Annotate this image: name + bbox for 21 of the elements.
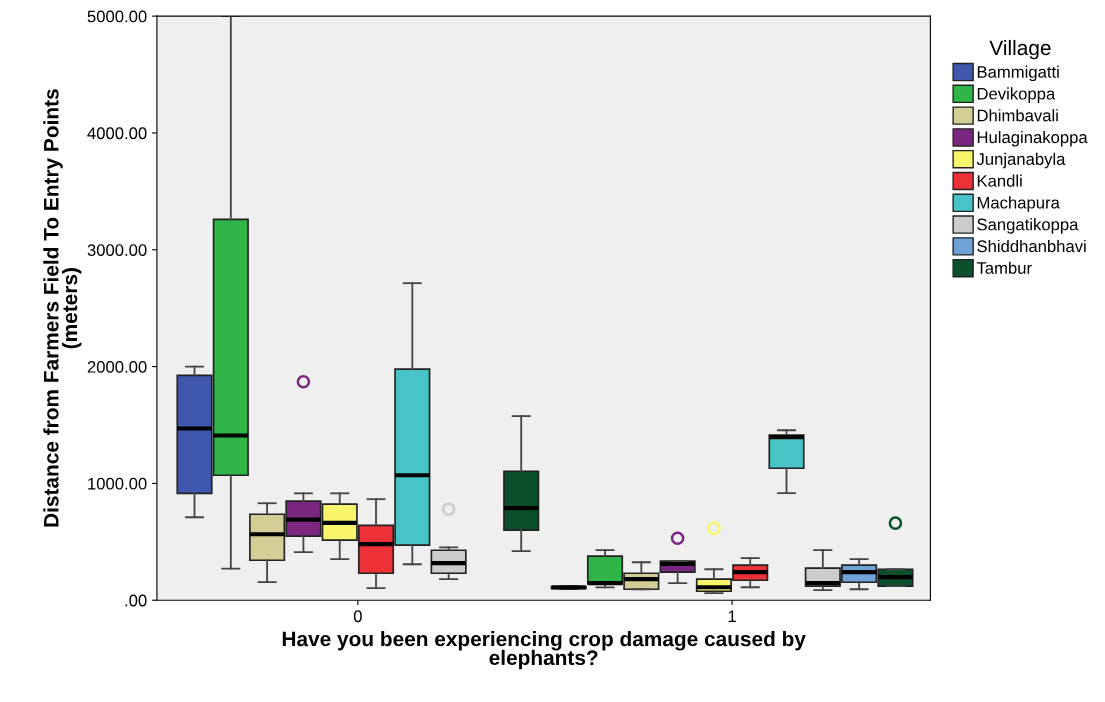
legend-label: Hulaginakoppa	[977, 130, 1088, 147]
x-tick-label: 1	[728, 610, 736, 623]
y-tick-label: 4000.00	[87, 127, 147, 140]
y-tick-label: .00	[125, 594, 147, 607]
y-axis-title: Distance from Farmers Field To Entry Points (meters)	[43, 89, 82, 527]
legend-label: Machapura	[977, 196, 1060, 212]
legend-label: Bammigatti	[977, 65, 1059, 82]
legend-label: Kandli	[977, 174, 1022, 187]
legend-label: Dhimbavali	[977, 109, 1058, 122]
legend-label: Devikoppa	[977, 87, 1056, 103]
legend-title: Village	[989, 39, 1051, 60]
x-axis-title: Have you been experiencing crop damage caused by elephants?	[282, 631, 806, 670]
legend-label: Tambur	[976, 261, 1032, 274]
legend-label: Junjanabyla	[976, 152, 1066, 169]
y-tick-label: 5000.00	[87, 10, 147, 23]
y-tick-label: 1000.00	[88, 477, 147, 490]
x-tick-label: 0	[353, 610, 362, 623]
y-tick-label: 2000.00	[87, 360, 147, 373]
y-tick-label: 3000.00	[87, 244, 147, 256]
legend-label: Shiddhanbhavi	[977, 239, 1086, 253]
legend-label: Sangatikoppa	[977, 218, 1079, 234]
